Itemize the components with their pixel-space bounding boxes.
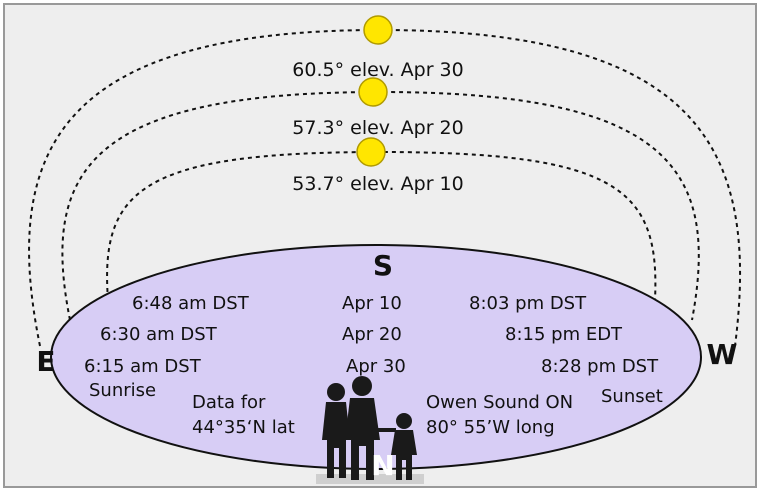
latitude-label: 44°35‘N lat <box>192 417 295 438</box>
sun-path-arc-apr-10 <box>106 150 657 301</box>
arc-label-apr-10: 53.7° elev. Apr 10 <box>292 173 463 195</box>
horizon-ellipse <box>50 244 702 470</box>
sunset-time-apr-20: 8:15 pm EDT <box>505 324 623 345</box>
date-apr-20: Apr 20 <box>342 324 402 345</box>
sun-icon <box>356 137 386 167</box>
data-for-label: Data for <box>192 392 266 413</box>
location-label: Owen Sound ON <box>426 392 573 413</box>
sun-icon <box>363 15 393 45</box>
sunrise-time-apr-10: 6:48 am DST <box>132 293 250 314</box>
date-apr-30: Apr 30 <box>346 356 406 377</box>
sunset-time-apr-10: 8:03 pm DST <box>469 293 587 314</box>
sun-icon <box>358 77 388 107</box>
sunrise-time-apr-30: 6:15 am DST <box>84 356 202 377</box>
longitude-label: 80° 55’W long <box>426 417 555 438</box>
sunrise-time-apr-20: 6:30 am DST <box>100 324 218 345</box>
direction-west: W <box>707 338 738 371</box>
arc-label-apr-30: 60.5° elev. Apr 30 <box>292 59 463 81</box>
direction-south: S <box>373 249 393 282</box>
sun-path-arc-apr-20 <box>61 90 700 321</box>
arc-label-apr-20: 57.3° elev. Apr 20 <box>292 117 463 139</box>
sunset-time-apr-30: 8:28 pm DST <box>541 356 659 377</box>
direction-north: N <box>371 449 394 482</box>
sunrise-label: Sunrise <box>89 380 156 401</box>
direction-east: E <box>36 345 55 378</box>
date-apr-10: Apr 10 <box>342 293 402 314</box>
family-silhouette-icon <box>316 376 424 484</box>
sunset-label: Sunset <box>601 386 663 407</box>
